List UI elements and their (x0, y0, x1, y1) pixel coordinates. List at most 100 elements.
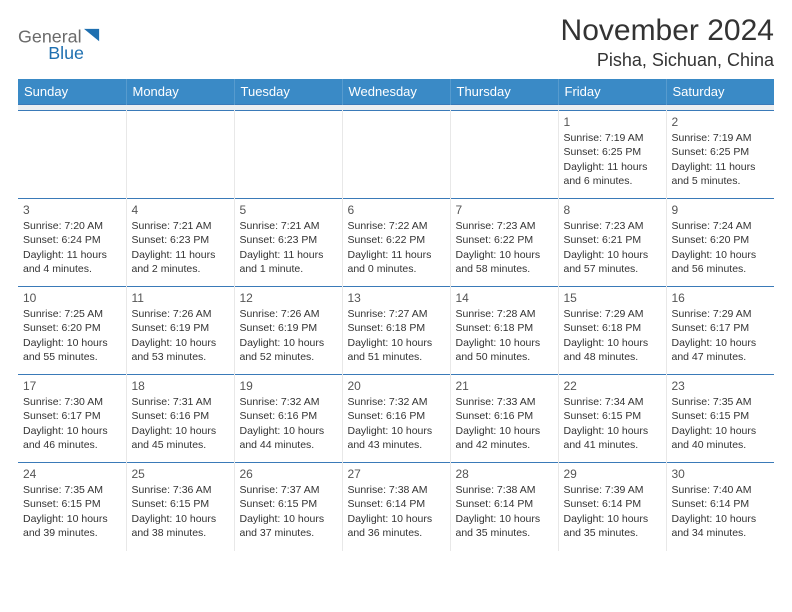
calendar-week-row: 17Sunrise: 7:30 AMSunset: 6:17 PMDayligh… (18, 375, 774, 463)
sunset-text: Sunset: 6:20 PM (672, 233, 770, 247)
sunset-text: Sunset: 6:25 PM (672, 145, 770, 159)
calendar-cell: 24Sunrise: 7:35 AMSunset: 6:15 PMDayligh… (18, 463, 126, 551)
daylight-text: Daylight: 10 hours and 47 minutes. (672, 336, 770, 364)
sunset-text: Sunset: 6:21 PM (564, 233, 661, 247)
calendar-cell: 3Sunrise: 7:20 AMSunset: 6:24 PMDaylight… (18, 199, 126, 287)
calendar-cell: 2Sunrise: 7:19 AMSunset: 6:25 PMDaylight… (666, 111, 774, 199)
daylight-text: Daylight: 11 hours and 6 minutes. (564, 160, 661, 188)
daylight-text: Daylight: 10 hours and 55 minutes. (23, 336, 121, 364)
day-number: 8 (564, 202, 661, 218)
calendar-cell (342, 111, 450, 199)
daylight-text: Daylight: 10 hours and 34 minutes. (672, 512, 770, 540)
sunrise-text: Sunrise: 7:20 AM (23, 219, 121, 233)
calendar-cell: 13Sunrise: 7:27 AMSunset: 6:18 PMDayligh… (342, 287, 450, 375)
calendar-table: SundayMondayTuesdayWednesdayThursdayFrid… (18, 79, 774, 551)
sunset-text: Sunset: 6:14 PM (456, 497, 553, 511)
sunrise-text: Sunrise: 7:24 AM (672, 219, 770, 233)
sunset-text: Sunset: 6:19 PM (240, 321, 337, 335)
sunset-text: Sunset: 6:20 PM (23, 321, 121, 335)
sunrise-text: Sunrise: 7:38 AM (348, 483, 445, 497)
day-number: 22 (564, 378, 661, 394)
sunset-text: Sunset: 6:18 PM (456, 321, 553, 335)
day-number: 2 (672, 114, 770, 130)
sunset-text: Sunset: 6:17 PM (23, 409, 121, 423)
sunrise-text: Sunrise: 7:36 AM (132, 483, 229, 497)
logo-text-blue: Blue (48, 43, 84, 63)
sunset-text: Sunset: 6:19 PM (132, 321, 229, 335)
calendar-cell (126, 111, 234, 199)
calendar-cell: 22Sunrise: 7:34 AMSunset: 6:15 PMDayligh… (558, 375, 666, 463)
calendar-cell: 10Sunrise: 7:25 AMSunset: 6:20 PMDayligh… (18, 287, 126, 375)
daylight-text: Daylight: 10 hours and 52 minutes. (240, 336, 337, 364)
generalblue-logo-icon: General Blue (18, 22, 128, 66)
calendar-cell (450, 111, 558, 199)
sunrise-text: Sunrise: 7:40 AM (672, 483, 770, 497)
logo-triangle-icon (84, 29, 99, 41)
calendar-cell: 21Sunrise: 7:33 AMSunset: 6:16 PMDayligh… (450, 375, 558, 463)
brand-logo: General Blue (18, 22, 128, 66)
day-header-monday: Monday (126, 79, 234, 105)
sunrise-text: Sunrise: 7:31 AM (132, 395, 229, 409)
sunset-text: Sunset: 6:16 PM (456, 409, 553, 423)
daylight-text: Daylight: 10 hours and 58 minutes. (456, 248, 553, 276)
month-title: November 2024 (561, 14, 774, 48)
calendar-cell: 17Sunrise: 7:30 AMSunset: 6:17 PMDayligh… (18, 375, 126, 463)
day-number: 20 (348, 378, 445, 394)
day-header-thursday: Thursday (450, 79, 558, 105)
sunset-text: Sunset: 6:24 PM (23, 233, 121, 247)
daylight-text: Daylight: 11 hours and 5 minutes. (672, 160, 770, 188)
calendar-week-row: 24Sunrise: 7:35 AMSunset: 6:15 PMDayligh… (18, 463, 774, 551)
day-number: 1 (564, 114, 661, 130)
day-number: 23 (672, 378, 770, 394)
sunset-text: Sunset: 6:15 PM (23, 497, 121, 511)
sunrise-text: Sunrise: 7:19 AM (672, 131, 770, 145)
sunrise-text: Sunrise: 7:35 AM (23, 483, 121, 497)
daylight-text: Daylight: 10 hours and 41 minutes. (564, 424, 661, 452)
calendar-cell: 1Sunrise: 7:19 AMSunset: 6:25 PMDaylight… (558, 111, 666, 199)
sunrise-text: Sunrise: 7:25 AM (23, 307, 121, 321)
sunset-text: Sunset: 6:22 PM (456, 233, 553, 247)
sunrise-text: Sunrise: 7:22 AM (348, 219, 445, 233)
calendar-cell: 30Sunrise: 7:40 AMSunset: 6:14 PMDayligh… (666, 463, 774, 551)
day-number: 9 (672, 202, 770, 218)
day-number: 13 (348, 290, 445, 306)
sunrise-text: Sunrise: 7:34 AM (564, 395, 661, 409)
day-number: 3 (23, 202, 121, 218)
daylight-text: Daylight: 10 hours and 56 minutes. (672, 248, 770, 276)
calendar-cell: 28Sunrise: 7:38 AMSunset: 6:14 PMDayligh… (450, 463, 558, 551)
sunrise-text: Sunrise: 7:29 AM (672, 307, 770, 321)
calendar-cell: 8Sunrise: 7:23 AMSunset: 6:21 PMDaylight… (558, 199, 666, 287)
sunrise-text: Sunrise: 7:27 AM (348, 307, 445, 321)
sunrise-text: Sunrise: 7:19 AM (564, 131, 661, 145)
calendar-cell (234, 111, 342, 199)
sunset-text: Sunset: 6:17 PM (672, 321, 770, 335)
day-number: 28 (456, 466, 553, 482)
calendar-cell: 12Sunrise: 7:26 AMSunset: 6:19 PMDayligh… (234, 287, 342, 375)
daylight-text: Daylight: 10 hours and 35 minutes. (456, 512, 553, 540)
page-header: General Blue November 2024 Pisha, Sichua… (18, 14, 774, 71)
day-number: 21 (456, 378, 553, 394)
sunset-text: Sunset: 6:16 PM (132, 409, 229, 423)
sunset-text: Sunset: 6:16 PM (348, 409, 445, 423)
daylight-text: Daylight: 10 hours and 43 minutes. (348, 424, 445, 452)
day-header-tuesday: Tuesday (234, 79, 342, 105)
sunset-text: Sunset: 6:22 PM (348, 233, 445, 247)
calendar-cell: 15Sunrise: 7:29 AMSunset: 6:18 PMDayligh… (558, 287, 666, 375)
sunset-text: Sunset: 6:15 PM (132, 497, 229, 511)
daylight-text: Daylight: 10 hours and 35 minutes. (564, 512, 661, 540)
sunrise-text: Sunrise: 7:38 AM (456, 483, 553, 497)
day-number: 12 (240, 290, 337, 306)
calendar-week-row: 10Sunrise: 7:25 AMSunset: 6:20 PMDayligh… (18, 287, 774, 375)
daylight-text: Daylight: 10 hours and 44 minutes. (240, 424, 337, 452)
day-header-friday: Friday (558, 79, 666, 105)
daylight-text: Daylight: 11 hours and 1 minute. (240, 248, 337, 276)
calendar-header-row: SundayMondayTuesdayWednesdayThursdayFrid… (18, 79, 774, 105)
day-number: 15 (564, 290, 661, 306)
sunset-text: Sunset: 6:15 PM (672, 409, 770, 423)
daylight-text: Daylight: 11 hours and 4 minutes. (23, 248, 121, 276)
calendar-page: General Blue November 2024 Pisha, Sichua… (0, 0, 792, 612)
daylight-text: Daylight: 10 hours and 39 minutes. (23, 512, 121, 540)
sunrise-text: Sunrise: 7:29 AM (564, 307, 661, 321)
day-number: 25 (132, 466, 229, 482)
day-number: 29 (564, 466, 661, 482)
